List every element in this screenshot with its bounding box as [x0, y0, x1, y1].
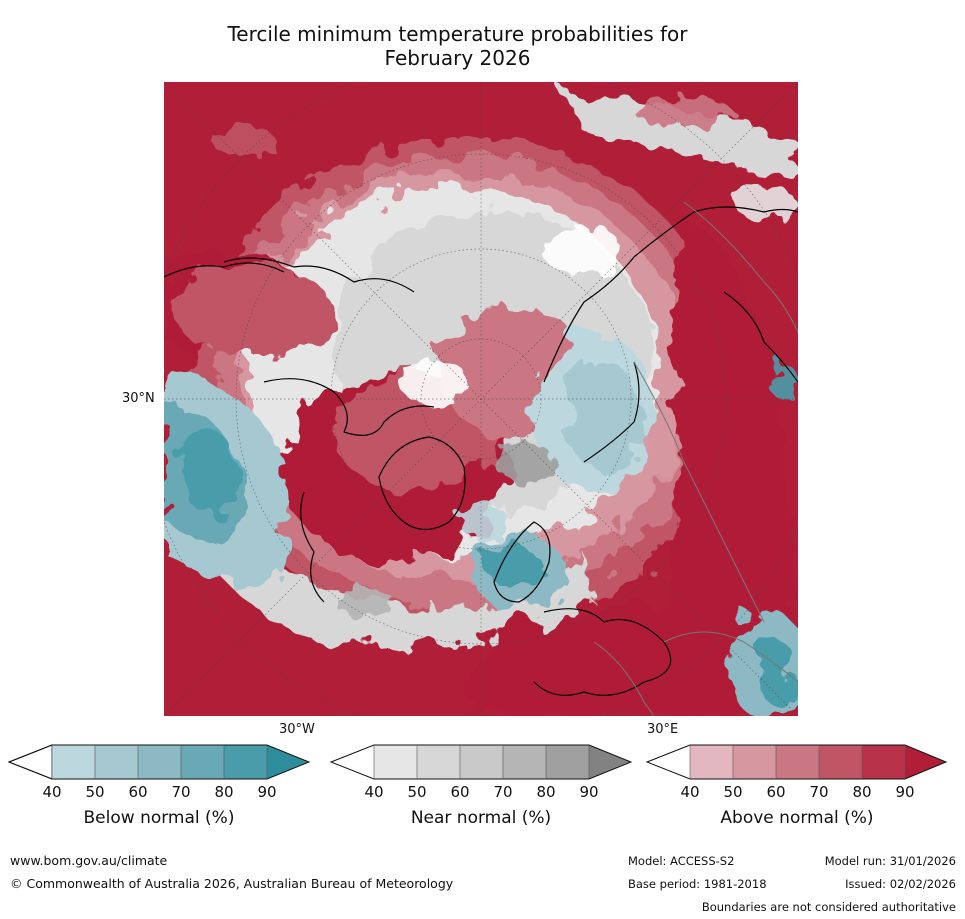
colorbar-near-normal — [329, 744, 633, 780]
tick-near-40: 40 — [364, 783, 384, 801]
colorbar-below-svg — [7, 744, 311, 780]
footer-base-period: Base period: 1981-2018 — [628, 877, 767, 891]
lon-label-30w: 30°W — [279, 722, 315, 737]
tick-below-60: 60 — [128, 783, 148, 801]
tick-near-90: 90 — [579, 783, 599, 801]
colorbar-above-seg-0 — [647, 745, 690, 779]
tick-above-60: 60 — [766, 783, 786, 801]
lat-label-30n: 30°N — [122, 391, 155, 406]
colorbar-above-seg-1 — [690, 745, 733, 779]
colorbar-above-svg — [645, 744, 948, 780]
graticule — [164, 82, 798, 716]
tick-below-70: 70 — [171, 783, 191, 801]
colorbar-above-ticks: 40 50 60 70 80 90 — [646, 783, 948, 803]
country-borders — [593, 201, 798, 716]
colorbar-below-seg-2 — [95, 745, 138, 779]
colorbar-above-seg-6 — [905, 745, 946, 779]
footer-copyright: © Commonwealth of Australia 2026, Austra… — [10, 876, 454, 891]
tick-below-40: 40 — [42, 783, 62, 801]
colorbar-above-seg-5 — [862, 745, 905, 779]
colorbar-above-seg-4 — [819, 745, 862, 779]
colorbar-near-seg-5 — [546, 745, 589, 779]
footer-model-run: Model run: 31/01/2026 — [824, 854, 956, 868]
footer-issued: Issued: 02/02/2026 — [845, 877, 956, 891]
title-line-2: February 2026 — [384, 46, 531, 70]
footer-model: Model: ACCESS-S2 — [628, 854, 735, 868]
tick-near-50: 50 — [407, 783, 427, 801]
tick-near-60: 60 — [450, 783, 470, 801]
title-line-1: Tercile minimum temperature probabilitie… — [227, 22, 688, 46]
map-svg — [164, 82, 798, 716]
colorbar-below-seg-5 — [224, 745, 267, 779]
colorbar-below-seg-3 — [138, 745, 181, 779]
tick-below-80: 80 — [214, 783, 234, 801]
colorbar-near-label: Near normal (%) — [410, 808, 552, 828]
footer-website: www.bom.gov.au/climate — [10, 853, 168, 868]
probability-map — [164, 82, 798, 716]
colorbar-above-seg-2 — [733, 745, 776, 779]
colorbar-below-seg-1 — [52, 745, 95, 779]
colorbar-near-seg-4 — [503, 745, 546, 779]
colorbar-below-seg-6 — [267, 745, 309, 779]
tick-above-50: 50 — [723, 783, 743, 801]
probability-speckle — [214, 98, 798, 616]
colorbar-near-seg-2 — [417, 745, 460, 779]
colorbar-below-normal — [7, 744, 311, 780]
colorbar-near-seg-3 — [460, 745, 503, 779]
colorbar-near-seg-0 — [331, 745, 374, 779]
tick-above-70: 70 — [809, 783, 829, 801]
colorbar-near-ticks: 40 50 60 70 80 90 — [330, 783, 632, 803]
tick-below-50: 50 — [85, 783, 105, 801]
tick-above-90: 90 — [895, 783, 915, 801]
tick-near-70: 70 — [493, 783, 513, 801]
colorbar-below-label: Below normal (%) — [83, 808, 235, 828]
lon-label-30e: 30°E — [647, 722, 679, 737]
colorbar-above-label: Above normal (%) — [720, 808, 874, 828]
tick-above-80: 80 — [852, 783, 872, 801]
colorbar-below-seg-0 — [7, 744, 53, 780]
colorbar-below-seg-4 — [181, 745, 224, 779]
colorbar-near-svg — [329, 744, 633, 780]
coastlines — [164, 206, 798, 696]
tick-below-90: 90 — [257, 783, 277, 801]
footer-disclaimer: Boundaries are not considered authoritat… — [701, 900, 956, 914]
colorbar-below-ticks: 40 50 60 70 80 90 — [8, 783, 310, 803]
tick-above-40: 40 — [680, 783, 700, 801]
colorbar-above-seg-3 — [776, 745, 819, 779]
map-title: Tercile minimum temperature probabilitie… — [150, 22, 765, 70]
colorbar-above-normal — [645, 744, 948, 780]
colorbar-near-seg-1 — [374, 745, 417, 779]
tick-near-80: 80 — [536, 783, 556, 801]
colorbar-near-seg-6 — [589, 745, 631, 779]
